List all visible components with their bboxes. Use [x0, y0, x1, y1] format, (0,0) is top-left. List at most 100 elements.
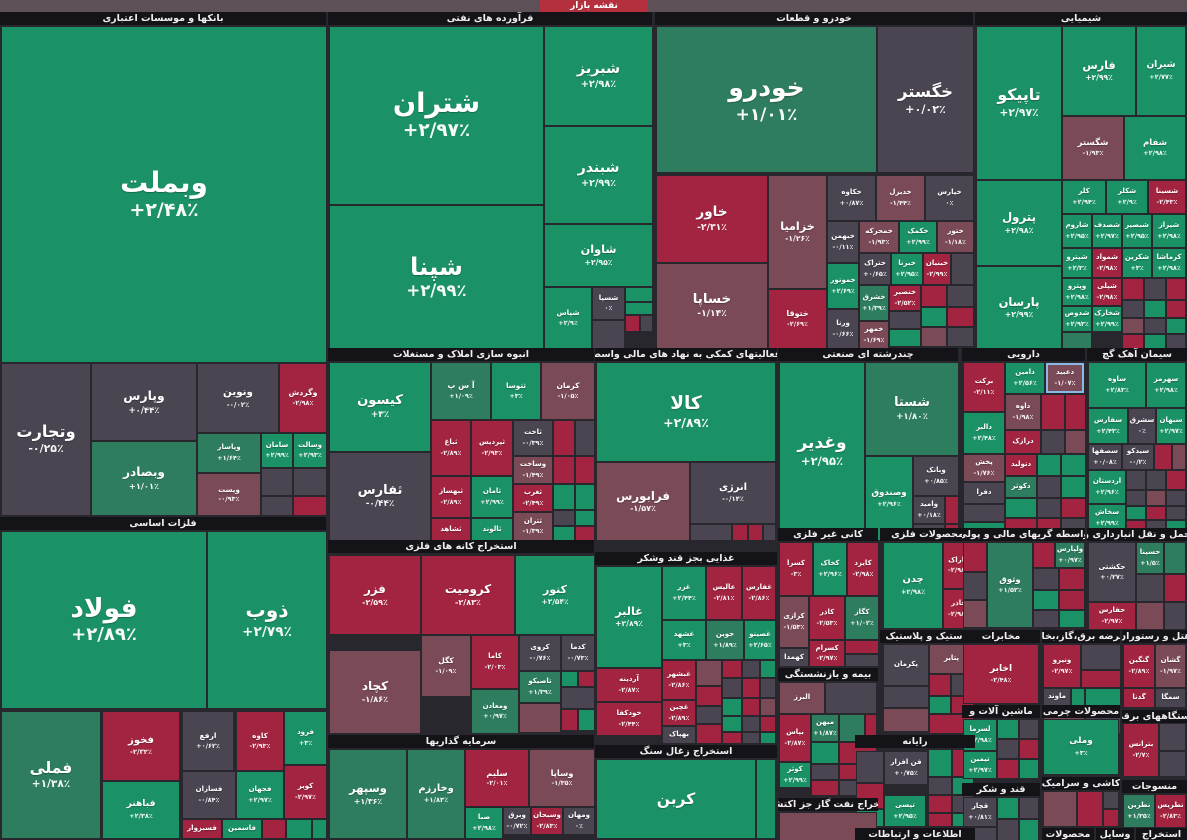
treemap-cell-وپترو[interactable]: وپترو +۲/۹۸٪: [1063, 279, 1091, 305]
treemap-cell-شخارک[interactable]: شخارک +۲/۹۹٪: [1093, 307, 1121, 331]
treemap-cell-ثشرق[interactable]: [576, 421, 594, 455]
treemap-cell-شگستر[interactable]: شگستر -۱/۹۳٪: [1063, 117, 1123, 179]
treemap-cell-غگل[interactable]: [697, 661, 721, 685]
treemap-cell[interactable]: [1147, 507, 1165, 519]
treemap-cell[interactable]: [1020, 820, 1038, 840]
treemap-cell-خمحرکه[interactable]: خمحرکه -۱/۹۳٪: [860, 222, 898, 252]
treemap-cell-فزر[interactable]: فزر -۲/۵۹٪: [330, 556, 420, 634]
treemap-cell-فرابورس[interactable]: فرابورس -۱/۵۷٪: [597, 463, 689, 540]
treemap-cell-خبهمن[interactable]: خبهمن -۰/۱۱٪: [828, 222, 858, 262]
treemap-cell-کرمان[interactable]: کرمان -۱/۰۵٪: [542, 363, 594, 419]
treemap-cell[interactable]: [554, 527, 574, 540]
treemap-cell-بپاس[interactable]: بپاس -۲/۸۷٪: [780, 715, 810, 761]
treemap-cell[interactable]: [1020, 798, 1038, 818]
treemap-cell[interactable]: [1038, 455, 1060, 475]
treemap-cell-بترانس[interactable]: بترانس -۲/۷٪: [1124, 724, 1158, 776]
treemap-cell[interactable]: [520, 704, 560, 732]
treemap-cell-غشهد[interactable]: غشهد +۳٪: [663, 621, 705, 659]
treemap-cell-خساپا[interactable]: خساپا -۱/۱۴٪: [657, 264, 767, 348]
treemap-cell[interactable]: [1137, 603, 1163, 629]
treemap-cell-غالبر[interactable]: غالبر +۲/۸۹٪: [597, 567, 661, 667]
treemap-cell-سفارس[interactable]: سفارس +۲/۴۳٪: [1089, 409, 1127, 443]
treemap-cell[interactable]: [757, 760, 775, 838]
treemap-cell-وگردش[interactable]: وگردش -۲/۹۸٪: [280, 364, 326, 432]
treemap-cell-ثفارس[interactable]: ثفارس -۰/۴۴٪: [330, 453, 430, 540]
treemap-cell-درازک[interactable]: درازک: [1006, 431, 1040, 453]
treemap-cell[interactable]: [1082, 671, 1120, 687]
treemap-cell-شصدف[interactable]: شصدف +۲/۹۷٪: [1093, 215, 1121, 247]
treemap-cell[interactable]: [1060, 569, 1084, 589]
treemap-cell-پترول[interactable]: پترول +۲/۹۸٪: [977, 181, 1061, 265]
treemap-cell-ثالوند[interactable]: ثالوند: [472, 519, 512, 540]
treemap-cell-ونیرو[interactable]: ونیرو -۲/۹۷٪: [1044, 645, 1080, 687]
treemap-cell-پارسان[interactable]: پارسان +۲/۹۹٪: [977, 267, 1061, 348]
treemap-cell-دتولید[interactable]: دتولید: [1006, 455, 1036, 475]
treemap-cell-حتاید[interactable]: [1165, 543, 1185, 573]
treemap-cell-خاور[interactable]: خاور -۲/۳۱٪: [657, 176, 767, 262]
treemap-cell[interactable]: [1127, 491, 1145, 505]
treemap-cell-ساوه[interactable]: ساوه +۲/۸۳٪: [1089, 363, 1145, 407]
treemap-cell-سبزوا[interactable]: [1155, 445, 1171, 469]
treemap-cell[interactable]: [964, 601, 986, 627]
treemap-cell[interactable]: [1034, 569, 1058, 589]
treemap-cell[interactable]: [998, 798, 1018, 818]
treemap-cell-خمهر[interactable]: خمهر -۱/۶۹٪: [860, 322, 888, 348]
treemap-cell[interactable]: [998, 720, 1018, 738]
treemap-cell-حسینا[interactable]: حسینا +۱/۵٪: [1137, 543, 1163, 573]
treemap-cell-گشان[interactable]: گشان -۱/۹۷٪: [1156, 645, 1185, 687]
treemap-cell[interactable]: [743, 699, 759, 715]
treemap-cell[interactable]: [1104, 792, 1118, 808]
treemap-cell-والبر[interactable]: [1042, 395, 1064, 429]
treemap-cell[interactable]: [1145, 319, 1165, 333]
treemap-cell[interactable]: [749, 525, 762, 540]
treemap-cell[interactable]: [764, 525, 775, 540]
treemap-cell[interactable]: [1145, 335, 1165, 348]
treemap-cell[interactable]: [857, 752, 883, 782]
treemap-cell[interactable]: [1123, 319, 1143, 333]
treemap-cell[interactable]: [998, 760, 1018, 778]
treemap-cell-سلیم[interactable]: سلیم -۲/۰۱٪: [466, 750, 528, 806]
treemap-cell-وپاسار[interactable]: وپاسار +۱/۶۴٪: [198, 434, 260, 472]
treemap-cell-کویر[interactable]: کویر -۲/۹۷٪: [285, 766, 326, 818]
treemap-cell-خپارس[interactable]: خپارس ۰٪: [926, 176, 973, 220]
treemap-cell-ختراک[interactable]: ختراک +۰/۶۵٪: [860, 254, 890, 284]
treemap-cell[interactable]: [930, 715, 973, 733]
treemap-cell[interactable]: [998, 820, 1018, 840]
treemap-cell[interactable]: [1020, 740, 1038, 758]
treemap-cell[interactable]: [948, 308, 973, 326]
treemap-cell[interactable]: [1165, 603, 1185, 629]
treemap-cell-سمگا[interactable]: سمگا: [1156, 689, 1185, 707]
treemap-cell-فنورد[interactable]: [287, 820, 311, 838]
treemap-cell-خموتور[interactable]: خموتور +۲/۶۹٪: [828, 264, 858, 308]
treemap-cell-کاذر[interactable]: کاذر -۲/۵۳٪: [810, 597, 844, 639]
treemap-cell-شیران[interactable]: شیران +۲/۷۷٪: [1137, 27, 1185, 115]
treemap-cell[interactable]: [743, 661, 759, 677]
treemap-cell-کنور[interactable]: کنور +۲/۵۴٪: [516, 556, 594, 634]
treemap-cell-وپخش[interactable]: [1042, 431, 1064, 453]
treemap-cell-فملی[interactable]: فملی +۱/۳۸٪: [2, 712, 100, 838]
treemap-cell[interactable]: [890, 312, 920, 328]
treemap-cell-فخوز[interactable]: فخوز -۲/۳۲٪: [103, 712, 179, 780]
treemap-cell-وساپا[interactable]: وساپا -۱/۳۵٪: [530, 750, 594, 806]
treemap-cell-سشرق[interactable]: سشرق ۰٪: [1129, 409, 1155, 443]
treemap-cell-ومعادن[interactable]: ومعادن +۰/۹۷٪: [472, 690, 518, 733]
treemap-cell-شبصیر[interactable]: شبصیر +۲/۹۵٪: [1123, 215, 1151, 247]
treemap-cell[interactable]: [812, 765, 838, 779]
treemap-cell[interactable]: [1034, 591, 1058, 609]
treemap-cell-ثامید[interactable]: [576, 457, 594, 483]
treemap-cell-سامان[interactable]: سامان +۲/۹۹٪: [262, 434, 292, 467]
treemap-cell-دفرا[interactable]: دفرا: [964, 483, 1004, 503]
treemap-cell-بهپاک[interactable]: بهپاک: [663, 727, 695, 743]
treemap-cell[interactable]: [964, 505, 1004, 521]
treemap-cell-دکوثر[interactable]: دکوثر: [1006, 477, 1036, 497]
treemap-cell[interactable]: [1044, 792, 1076, 826]
treemap-cell[interactable]: [1127, 507, 1145, 519]
treemap-cell-دیران[interactable]: [1066, 395, 1085, 429]
treemap-cell[interactable]: [576, 511, 594, 525]
treemap-cell-فجر[interactable]: [263, 820, 285, 838]
treemap-cell-وسپهر[interactable]: وسپهر +۱/۳۶٪: [330, 750, 406, 838]
treemap-cell-داوه[interactable]: داوه -۱/۹۸٪: [1006, 395, 1040, 429]
treemap-cell-خگستر[interactable]: خگستر +۰/۰۲٪: [878, 27, 973, 172]
treemap-cell-عالیس[interactable]: عالیس -۲/۸۱٪: [707, 567, 741, 619]
treemap-cell-دسبحا[interactable]: [1066, 431, 1085, 453]
